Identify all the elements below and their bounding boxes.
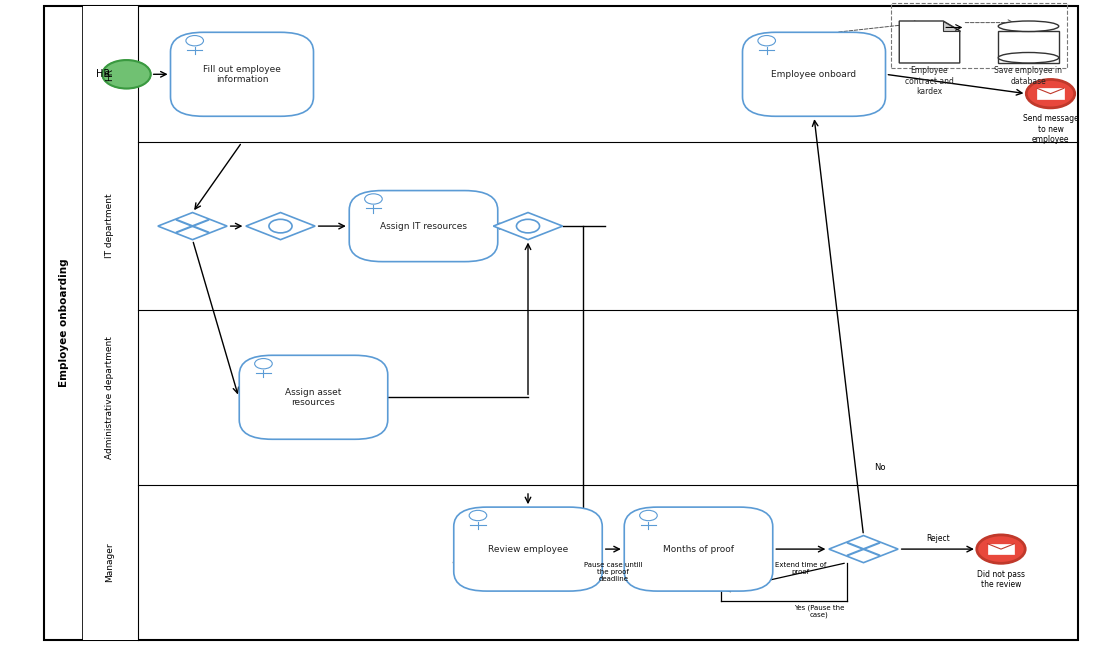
Text: IT department: IT department xyxy=(106,194,114,258)
Polygon shape xyxy=(158,213,227,240)
Polygon shape xyxy=(943,21,959,31)
Text: Reject: Reject xyxy=(926,534,949,543)
Circle shape xyxy=(1026,79,1075,108)
FancyBboxPatch shape xyxy=(742,32,886,116)
Text: Save employee in
database: Save employee in database xyxy=(994,67,1063,86)
Text: Employee
contract and
kardex: Employee contract and kardex xyxy=(905,67,954,96)
Ellipse shape xyxy=(999,52,1058,63)
FancyBboxPatch shape xyxy=(170,32,314,116)
Text: Did not pass
the review: Did not pass the review xyxy=(977,570,1025,589)
Text: HR: HR xyxy=(106,68,114,81)
FancyBboxPatch shape xyxy=(1037,89,1064,99)
Bar xyxy=(82,484,138,640)
Polygon shape xyxy=(829,536,898,563)
Text: No: No xyxy=(874,463,886,472)
Text: Review employee: Review employee xyxy=(488,545,568,554)
Text: Administrative department: Administrative department xyxy=(106,336,114,459)
Circle shape xyxy=(977,535,1025,563)
FancyBboxPatch shape xyxy=(988,544,1014,554)
Polygon shape xyxy=(900,21,959,63)
Bar xyxy=(82,6,138,142)
Polygon shape xyxy=(493,213,562,240)
Text: Assign asset
resources: Assign asset resources xyxy=(285,388,342,407)
Text: Employee onboard: Employee onboard xyxy=(771,70,857,79)
Circle shape xyxy=(102,60,151,89)
FancyBboxPatch shape xyxy=(453,507,603,591)
Text: Assign IT resources: Assign IT resources xyxy=(379,222,467,231)
Text: Months of proof: Months of proof xyxy=(663,545,734,554)
FancyBboxPatch shape xyxy=(625,507,772,591)
Text: Manager: Manager xyxy=(106,542,114,582)
Text: Employee onboarding: Employee onboarding xyxy=(58,258,69,388)
FancyBboxPatch shape xyxy=(350,191,497,262)
Bar xyxy=(999,32,1059,63)
Polygon shape xyxy=(246,213,316,240)
Ellipse shape xyxy=(999,21,1058,32)
Text: HR: HR xyxy=(96,69,110,79)
Text: Extend time of
proof: Extend time of proof xyxy=(776,562,826,575)
Bar xyxy=(82,142,138,310)
Text: Send message
to new
employee: Send message to new employee xyxy=(1023,114,1078,144)
Bar xyxy=(82,310,138,484)
Bar xyxy=(891,3,1067,68)
Text: Yes (Pause the
case): Yes (Pause the case) xyxy=(794,604,845,618)
Text: Pause case untill
the proof
deadline: Pause case untill the proof deadline xyxy=(584,562,642,582)
FancyBboxPatch shape xyxy=(239,355,387,439)
Text: Fill out employee
information: Fill out employee information xyxy=(204,65,280,84)
